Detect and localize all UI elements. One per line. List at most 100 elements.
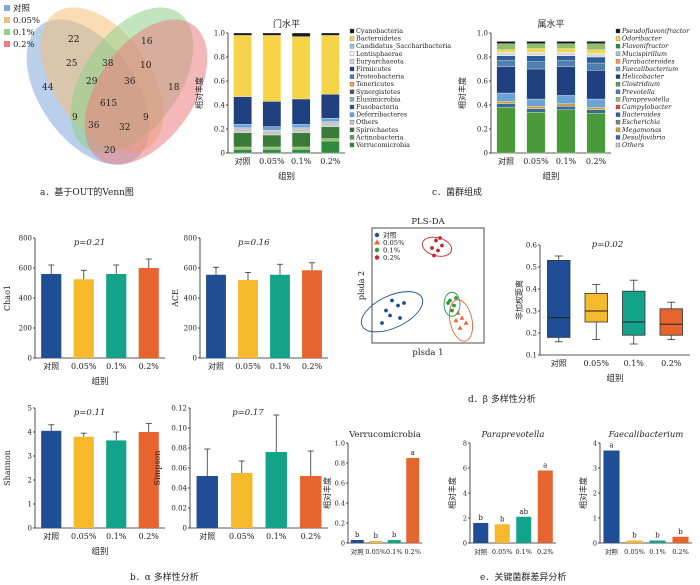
y-tick-label: 200 bbox=[184, 325, 197, 333]
y-tick-label: 2 bbox=[593, 490, 597, 498]
plot-frame bbox=[371, 227, 485, 344]
y-axis-label: Simpson bbox=[153, 451, 162, 486]
significance-letter: b bbox=[479, 514, 484, 522]
legend-label: Megamonas bbox=[621, 126, 662, 134]
y-tick-label: 0.5 bbox=[526, 264, 537, 272]
venn-n38: 38 bbox=[102, 59, 114, 69]
x-axis-label: 组别 bbox=[542, 171, 559, 182]
venn-legend-0: 对照 bbox=[13, 3, 31, 14]
x-tick-label: 对照 bbox=[43, 531, 59, 541]
data-point bbox=[463, 320, 469, 325]
y-tick-label: 1.0 bbox=[335, 440, 345, 448]
stack-segment bbox=[233, 96, 252, 125]
bar bbox=[672, 536, 689, 543]
legend-swatch bbox=[349, 51, 355, 56]
y-axis-label: 相对丰度 bbox=[322, 477, 332, 509]
chart-title: 门水平 bbox=[273, 18, 300, 30]
stack-segment bbox=[526, 112, 546, 154]
y-tick-label: 4 bbox=[463, 490, 467, 498]
data-point bbox=[398, 316, 402, 320]
stack-segment bbox=[526, 48, 546, 53]
stack-segment bbox=[586, 62, 606, 71]
x-tick-label: 对照 bbox=[235, 156, 251, 166]
legend-label: Faecalibacterium bbox=[621, 65, 678, 73]
bar bbox=[649, 540, 666, 543]
y-tick-label: 0.6 bbox=[477, 78, 489, 86]
venn-n36b: 36 bbox=[88, 121, 100, 131]
venn-n32: 32 bbox=[119, 123, 130, 133]
distance-box-chart: 0.1 0.2 0.3 0.4 0.5 0.6 非加权距离 p=0.02 对照 0.05% 0.1%… bbox=[514, 240, 690, 384]
y-tick-label: 0.4 bbox=[214, 102, 226, 110]
y-tick-label: 0.2 bbox=[526, 330, 537, 338]
y-tick-label: 0.3 bbox=[526, 308, 537, 316]
stack-segment bbox=[291, 132, 311, 148]
bar bbox=[231, 473, 253, 528]
stack-segment bbox=[321, 35, 340, 95]
stack-segment bbox=[556, 60, 576, 67]
y-axis-label: 相对丰度 bbox=[578, 477, 588, 509]
simpson-bar-chart: 0 0.02 0.04 0.06 0.08 0.10 0.12 Simpson 对照 0.05% 0… bbox=[153, 405, 328, 541]
stack-segment bbox=[496, 60, 516, 67]
y-tick-label: 0 bbox=[193, 355, 197, 363]
stack-segment bbox=[586, 107, 606, 110]
stack-segment bbox=[496, 103, 516, 108]
stack-segment bbox=[586, 53, 606, 58]
y-axis-label: Chao1 bbox=[3, 285, 12, 311]
x-tick-label: 0.1% bbox=[386, 548, 403, 556]
stack-segment bbox=[262, 134, 282, 148]
y-tick-label: 0.8 bbox=[214, 54, 225, 62]
chao1-bar-chart: 0 200 400 600 800 Chao1 对照 0.05% 0.1% 0.2% p=0.21 组… bbox=[3, 235, 165, 387]
data-point bbox=[430, 246, 434, 250]
y-axis-label: 相对丰度 bbox=[457, 77, 467, 109]
legend-label: Others bbox=[622, 141, 645, 149]
bar bbox=[626, 540, 643, 543]
x-tick-label: 0.1% bbox=[556, 157, 577, 166]
y-tick-label: 0.2 bbox=[477, 126, 488, 134]
legend-label: 0.05% bbox=[383, 239, 405, 247]
legend-label: Firmicutes bbox=[356, 65, 391, 73]
x-tick-label: 0.1% bbox=[624, 359, 645, 368]
venn-n9b: 9 bbox=[143, 113, 149, 123]
significance-letter: a bbox=[609, 442, 613, 450]
legend-label: Synergistetes bbox=[356, 88, 400, 96]
y-tick-label: 0.2 bbox=[214, 126, 225, 134]
x-axis-label: 组别 bbox=[606, 373, 623, 384]
significance-letter: b bbox=[632, 532, 637, 540]
significance-letter: b bbox=[500, 515, 505, 523]
legend-swatch bbox=[615, 74, 621, 79]
legend-swatch bbox=[615, 97, 621, 102]
venn-n22: 22 bbox=[68, 35, 79, 45]
legend-swatch bbox=[349, 135, 355, 140]
stack-segment bbox=[526, 106, 546, 109]
stack-segment bbox=[321, 118, 340, 122]
box bbox=[547, 259, 571, 338]
y-tick-label: 4 bbox=[593, 440, 597, 448]
x-tick-label: 0.05% bbox=[492, 548, 513, 556]
y-tick-label: 0.08 bbox=[171, 445, 187, 453]
y-tick-label: 1.0 bbox=[214, 30, 225, 38]
legend-label: Actinobacteria bbox=[355, 133, 404, 141]
x-tick-label: 0.05% bbox=[624, 548, 645, 556]
data-point bbox=[388, 313, 392, 318]
p-value: p=0.16 bbox=[238, 238, 270, 248]
venn-legend: 对照 0.05% 0.1% 0.2% bbox=[4, 3, 40, 50]
x-tick-label: 对照 bbox=[208, 361, 224, 371]
data-point bbox=[453, 317, 459, 323]
stack-segment bbox=[321, 140, 340, 154]
x-tick-label: 0.2% bbox=[661, 359, 682, 368]
y-tick-label: 800 bbox=[19, 235, 32, 243]
box bbox=[659, 308, 683, 336]
legend-swatch bbox=[615, 36, 621, 41]
legend-label: Paraprevotella bbox=[621, 95, 670, 103]
y-tick-label: 400 bbox=[184, 295, 197, 303]
bar bbox=[73, 436, 94, 528]
bar bbox=[106, 440, 127, 528]
stack-segment bbox=[321, 121, 340, 127]
y-tick-label: 0 bbox=[221, 150, 225, 158]
verrucomicrobia-bar-chart: 0 0.2 0.4 0.6 0.8 1.0 相对丰度 b b b a 对照 0.05% 0.1% 0.2% V… bbox=[322, 430, 422, 556]
x-tick-label: 对照 bbox=[474, 547, 488, 556]
bar bbox=[387, 540, 401, 543]
legend-swatch bbox=[615, 44, 621, 49]
data-point bbox=[454, 296, 458, 300]
significance-letter: a bbox=[411, 449, 415, 457]
